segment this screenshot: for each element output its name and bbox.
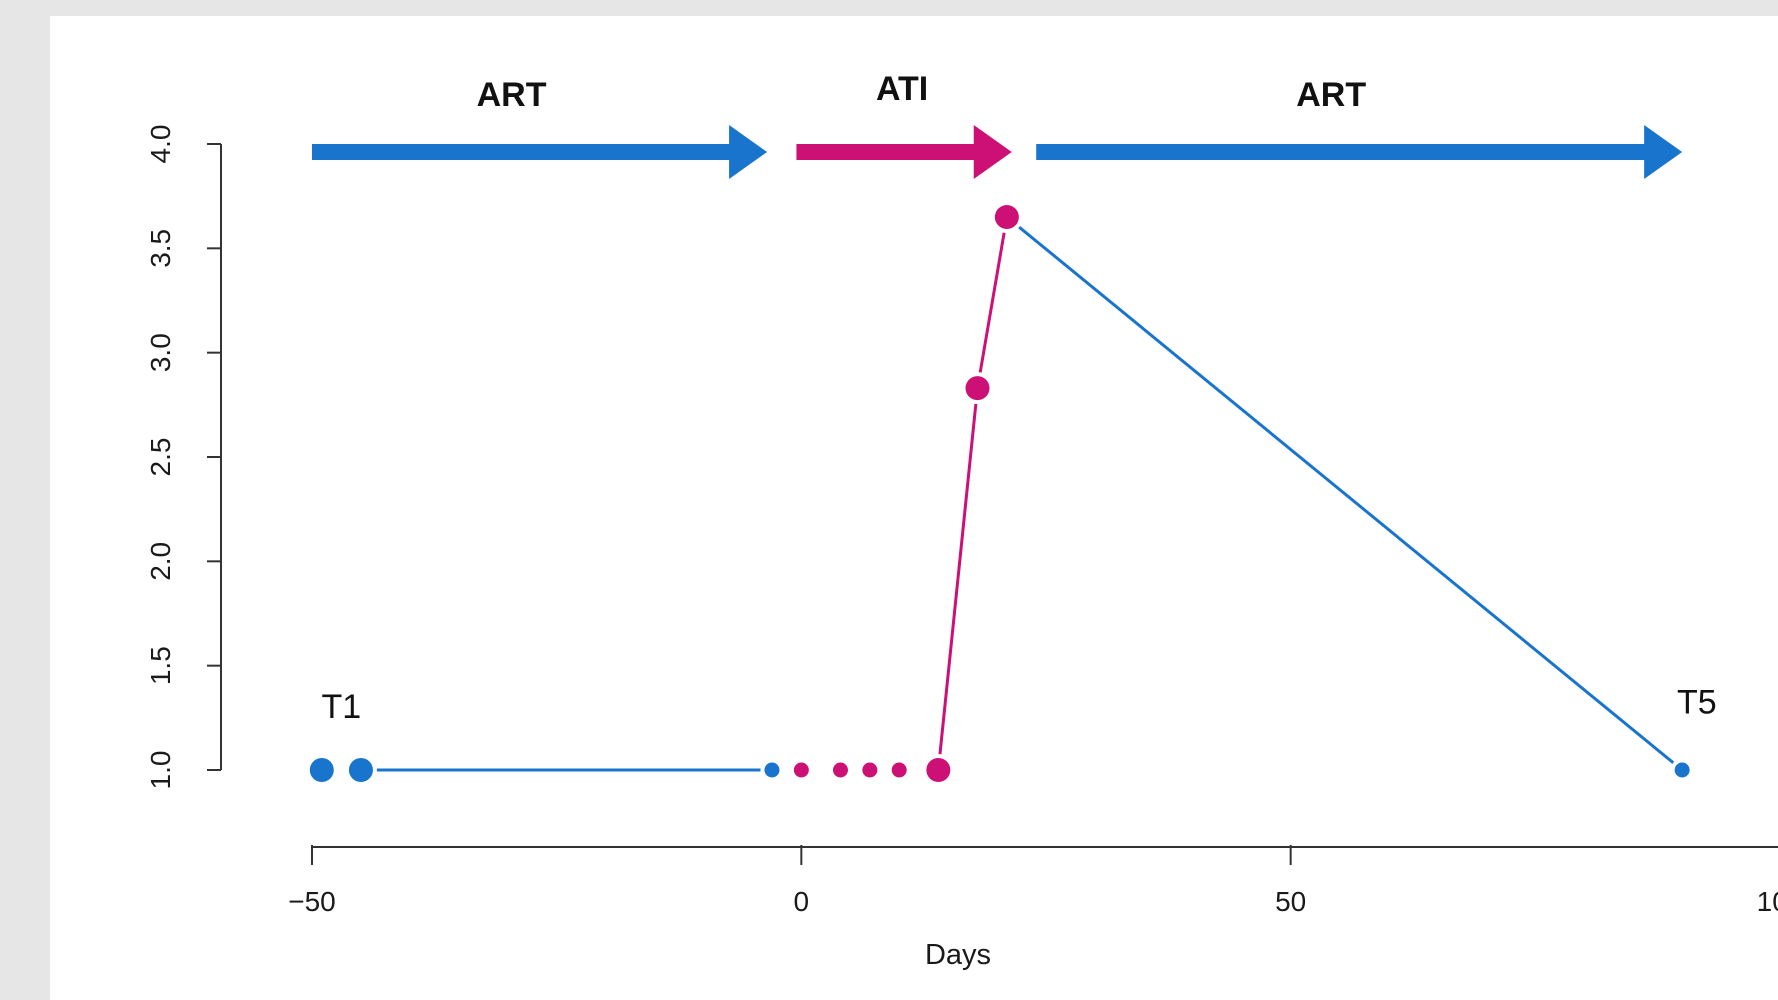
x-tick-label: 0 [794,886,810,917]
x-tick-label: 100 [1757,886,1778,917]
data-point [994,205,1019,230]
data-point [862,762,878,778]
phase-label-art: ART [477,76,547,114]
y-axis: 1.0 1.5 2.0 2.5 3.0 3.5 4.0 [145,125,222,790]
x-axis: −50 0 50 100 [288,845,1778,917]
data-point [309,758,334,782]
point-annotations: T1 T5 [322,684,1717,726]
x-tick-label: −50 [288,886,336,917]
data-point [891,762,907,778]
data-point [793,762,809,778]
series-line-segment [976,216,1009,389]
phase-arrow-art [312,125,768,179]
phase-label-art: ART [1296,76,1366,114]
data-point [1674,762,1690,778]
data-point [832,762,848,778]
phase-label-ati: ATI [876,70,928,108]
point-annotation: T5 [1677,684,1717,722]
phase-arrow-ati [796,125,1012,179]
x-axis-title: Days [925,939,991,971]
y-tick-label: 2.5 [145,438,176,477]
y-tick-label: 3.0 [145,333,176,372]
point-annotation: T1 [322,688,362,726]
data-point [348,758,373,782]
line-chart: 1.01.52.02.53.03.54.0 −50050100 ARTATIAR… [145,70,1778,971]
series-points [305,201,1694,786]
series-lines [360,215,1684,772]
series-line-segment [936,387,979,771]
y-tick-label: 2.0 [145,542,176,581]
phase-arrow-art [1036,125,1683,179]
data-point [965,376,990,401]
series-line-segment [1005,215,1684,772]
data-point [764,762,780,778]
plot-panel: 1.01.52.02.53.03.54.0 −50050100 ARTATIAR… [50,16,1778,1000]
data-point [926,758,951,782]
treatment-phase-arrows: ART ATI ART [312,70,1683,179]
y-tick-label: 4.0 [145,125,176,164]
y-tick-label: 3.5 [145,229,176,268]
x-tick-label: 50 [1275,886,1306,917]
y-tick-label: 1.0 [145,751,176,790]
y-tick-label: 1.5 [145,646,176,685]
